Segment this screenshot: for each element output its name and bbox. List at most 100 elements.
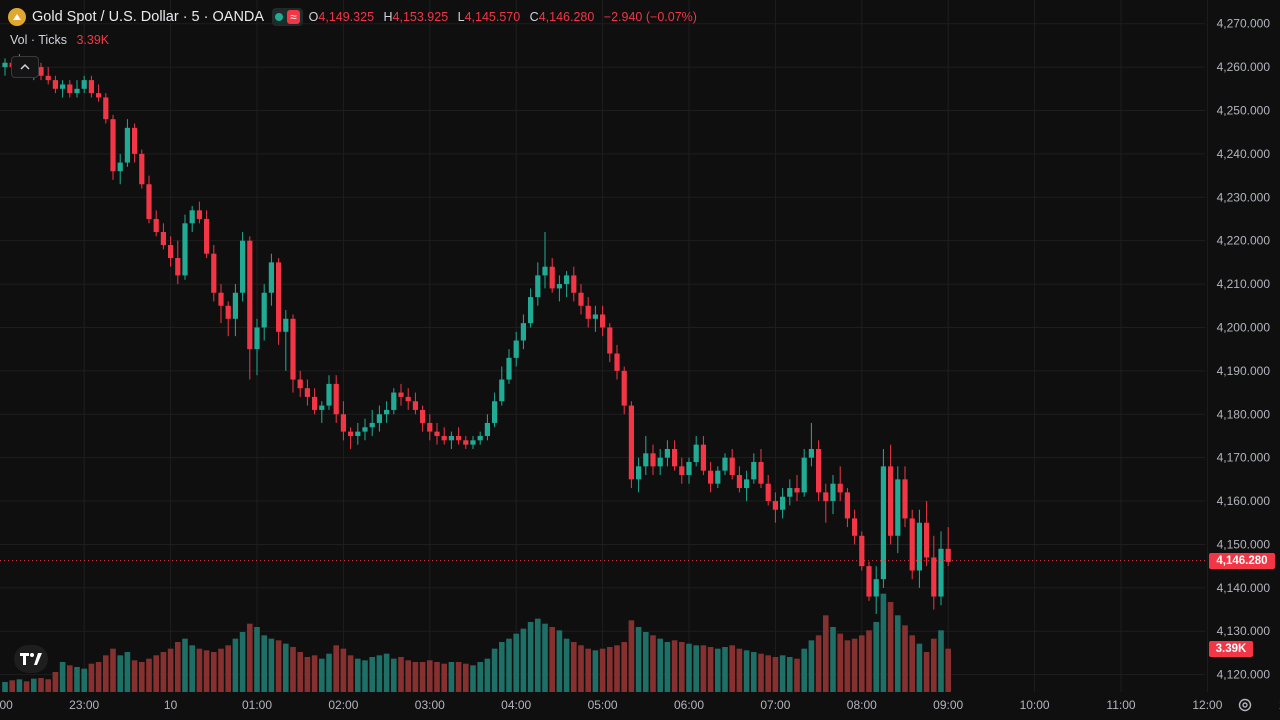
y-tick-label: 4,170.000 <box>1217 451 1271 465</box>
candle <box>420 405 426 432</box>
x-tick-label: 11:00 <box>1106 698 1135 712</box>
collapse-legend-button[interactable] <box>11 56 39 78</box>
candle <box>427 414 433 441</box>
x-tick-label: 08:00 <box>847 698 877 712</box>
volume-bar <box>103 655 109 692</box>
candle <box>88 75 94 98</box>
y-tick-label: 4,220.000 <box>1217 234 1271 248</box>
y-tick-label: 4,250.000 <box>1217 103 1271 117</box>
volume-bar <box>787 657 793 692</box>
y-tick-label: 4,230.000 <box>1217 190 1271 204</box>
volume-bar <box>441 663 447 692</box>
volume-bar <box>297 652 303 692</box>
candles <box>2 54 951 614</box>
volume-bar <box>801 648 807 692</box>
candle <box>96 84 102 102</box>
volume-bar <box>700 645 707 692</box>
volume-bar <box>513 633 519 692</box>
volume-bar <box>427 660 433 692</box>
candle <box>600 305 606 337</box>
volume-bar <box>383 653 390 692</box>
x-tick-label: 22:00 <box>0 698 13 712</box>
volume-bar <box>153 655 159 692</box>
candle <box>628 401 634 489</box>
time-axis: 22:00 23:00 10 01:00 02:00 03:00 04:00 05:00 06:… <box>0 698 1280 712</box>
candle <box>528 288 534 328</box>
gold-coin-icon <box>8 8 26 26</box>
candle <box>751 453 757 484</box>
volume-bar <box>643 632 649 692</box>
volume-bar <box>679 642 685 692</box>
candle <box>931 535 937 610</box>
volume-bar <box>239 632 246 692</box>
candle <box>405 388 411 410</box>
symbol-title[interactable]: Gold Spot / U.S. Dollar · 5 · OANDA <box>32 9 265 25</box>
candle <box>38 62 44 81</box>
candle <box>902 466 908 528</box>
candle <box>204 210 210 259</box>
candle <box>664 440 670 467</box>
candle <box>844 488 850 528</box>
volume-bar <box>779 655 786 692</box>
candle <box>535 262 541 306</box>
candle <box>247 236 253 380</box>
candle <box>880 448 886 588</box>
candle <box>45 67 51 85</box>
volume-bar <box>621 642 627 692</box>
volume-bar <box>311 655 318 692</box>
candle <box>276 258 282 345</box>
x-tick-label: 13:00 <box>1279 698 1280 712</box>
market-status-pill[interactable]: ≈ <box>272 8 303 26</box>
candle <box>859 531 865 571</box>
volume-bar <box>247 623 253 692</box>
candle <box>571 266 577 302</box>
volume-bar <box>52 672 59 692</box>
y-tick-label: 4,180.000 <box>1217 407 1271 421</box>
volume-bar <box>167 648 174 692</box>
candle <box>225 301 231 337</box>
candle <box>398 383 404 406</box>
candle <box>499 366 505 406</box>
gear-icon[interactable] <box>1236 696 1254 714</box>
volume-bar <box>599 648 606 692</box>
candle <box>182 214 188 280</box>
volume-bar <box>268 638 275 692</box>
candle <box>909 509 915 580</box>
candle <box>636 457 642 493</box>
candle <box>873 566 879 614</box>
volume-legend[interactable]: Vol · Ticks 3.39K <box>10 33 109 47</box>
candle <box>290 314 296 393</box>
candle <box>830 475 836 515</box>
volume-bar <box>398 657 404 692</box>
candle <box>124 119 130 167</box>
candle <box>348 427 354 449</box>
candle <box>816 440 822 502</box>
candle <box>463 435 469 449</box>
volume-bar <box>88 663 95 692</box>
price-axis: 4,120.000 4,130.000 4,140.000 4,150.000 4,16… <box>1217 17 1271 682</box>
candle <box>369 409 375 436</box>
tradingview-logo-icon[interactable] <box>14 645 48 673</box>
volume-bar <box>542 623 548 692</box>
candle <box>672 440 678 471</box>
ohlc-readout: O4,149.325 H4,153.925 L4,145.570 C4,146.… <box>308 10 697 24</box>
chart-grid <box>0 0 1208 692</box>
candle <box>542 232 548 289</box>
candle <box>384 401 390 423</box>
volume-bar <box>31 678 37 692</box>
candle <box>578 284 584 315</box>
volume-bar <box>823 615 829 692</box>
candle <box>326 375 332 410</box>
volume-bar <box>707 647 714 692</box>
candle <box>297 370 303 397</box>
x-tick-label: 09:00 <box>933 698 963 712</box>
volume-legend-value: 3.39K <box>76 33 110 47</box>
candle <box>103 93 109 124</box>
volume-bar <box>808 640 815 692</box>
candle <box>585 297 591 328</box>
last-volume-tag: 3.39K <box>1209 640 1253 657</box>
volume-bar <box>124 652 131 692</box>
volume-bar <box>571 642 577 692</box>
volume-bar <box>45 679 51 692</box>
